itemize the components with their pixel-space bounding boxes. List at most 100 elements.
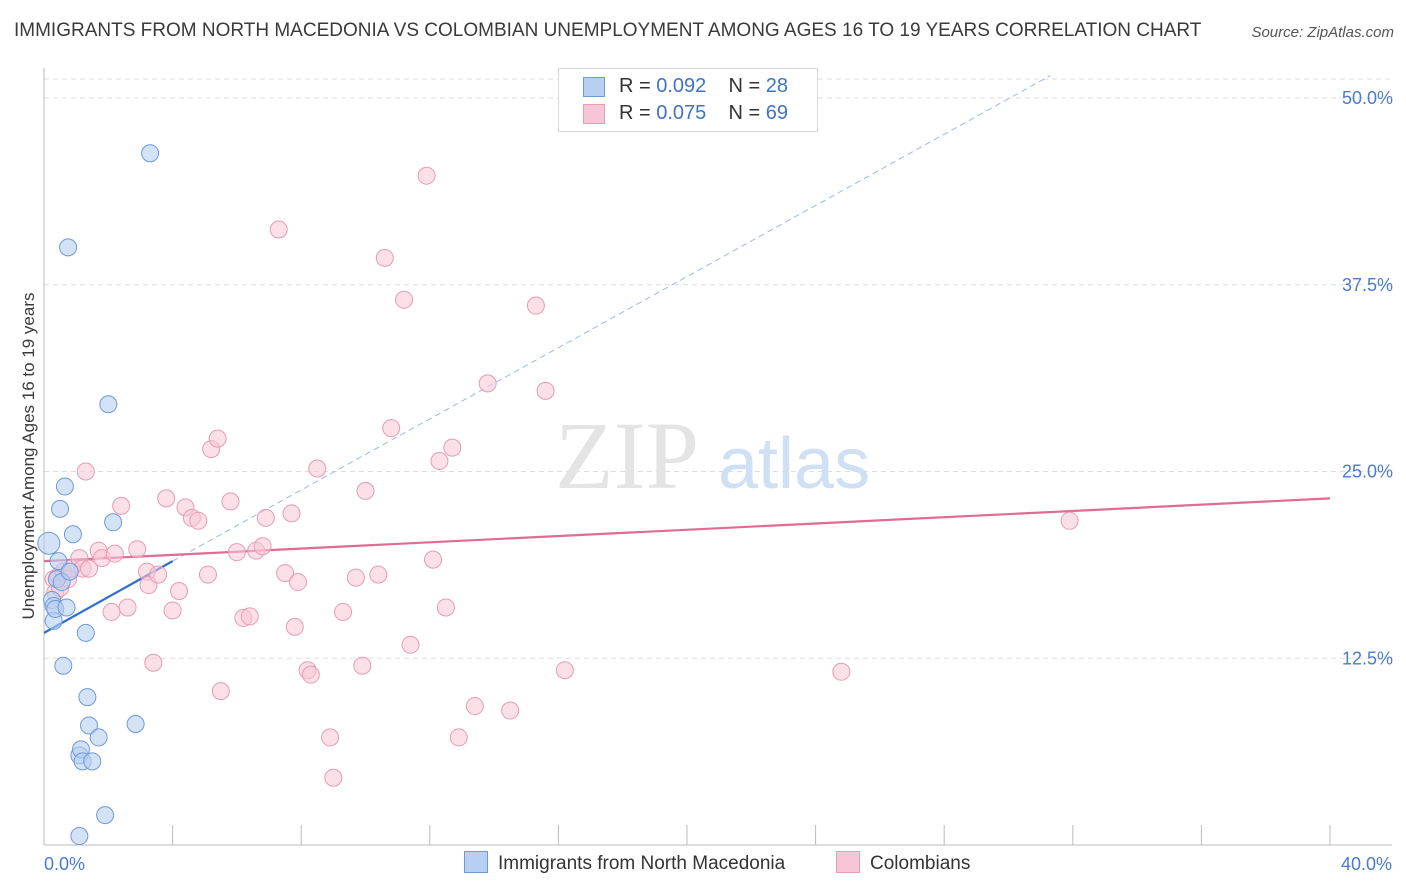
point-colombians <box>149 565 168 584</box>
point-colombians <box>256 508 275 527</box>
point-north-macedonia <box>80 716 99 735</box>
point-colombians <box>443 438 462 457</box>
point-north-macedonia <box>57 598 76 617</box>
trend-extension-north-macedonia <box>172 75 1051 562</box>
point-colombians <box>112 496 131 515</box>
point-colombians <box>221 492 240 511</box>
point-colombians <box>353 656 372 675</box>
bottom-legend-swatch-north-macedonia <box>464 851 488 873</box>
bottom-legend-label-north-macedonia: Immigrants from North Macedonia <box>498 853 786 874</box>
point-colombians <box>430 452 449 471</box>
legend-swatch-north-macedonia <box>583 77 605 97</box>
point-colombians <box>163 601 182 620</box>
point-colombians <box>478 374 497 393</box>
point-north-macedonia <box>99 395 118 414</box>
point-colombians <box>301 665 320 684</box>
y-tick-label: 50.0% <box>1342 88 1393 108</box>
point-colombians <box>333 602 352 621</box>
correlation-legend: R = 0.092 N = 28 R = 0.075 N = 69 <box>558 68 818 132</box>
legend-n-value-north-macedonia: 28 <box>765 75 789 97</box>
legend-swatch-colombians <box>583 104 605 124</box>
legend-n-value-colombians: 69 <box>765 102 789 124</box>
point-colombians <box>526 296 545 315</box>
tick-labels: 12.5% 25.0% 37.5% 50.0% 0.0% 40.0% <box>44 88 1393 874</box>
legend-row-north-macedonia: R = 0.092 N = 28 <box>583 75 789 98</box>
legend-r-value-colombians: 0.075 <box>656 102 707 124</box>
bottom-legend-north-macedonia: Immigrants from North Macedonia <box>464 851 785 875</box>
point-colombians <box>436 598 455 617</box>
series-colombians <box>44 166 1079 787</box>
axes <box>43 68 1392 846</box>
point-colombians <box>198 565 217 584</box>
point-north-macedonia <box>59 238 78 257</box>
point-colombians <box>324 768 343 787</box>
point-colombians <box>285 617 304 636</box>
point-colombians <box>240 607 259 626</box>
point-north-macedonia <box>49 552 68 571</box>
point-north-macedonia <box>96 806 115 825</box>
point-north-macedonia <box>126 714 145 733</box>
point-north-macedonia <box>51 499 70 518</box>
point-north-macedonia <box>55 477 74 496</box>
y-tick-label: 12.5% <box>1342 648 1393 668</box>
point-colombians <box>536 381 555 400</box>
y-tick-label: 25.0% <box>1342 462 1393 482</box>
point-north-macedonia <box>54 656 73 675</box>
point-colombians <box>417 166 436 185</box>
point-colombians <box>401 635 420 654</box>
bottom-legend-colombians: Colombians <box>836 851 970 875</box>
point-colombians <box>424 550 443 569</box>
point-colombians <box>369 565 388 584</box>
point-colombians <box>375 248 394 267</box>
point-colombians <box>282 504 301 523</box>
point-colombians <box>346 568 365 587</box>
legend-r-label: R = <box>619 75 651 97</box>
point-north-macedonia <box>37 531 61 555</box>
y-axis-label: Unemployment Among Ages 16 to 19 years <box>19 293 38 620</box>
point-colombians <box>501 701 520 720</box>
point-colombians <box>465 697 484 716</box>
point-colombians <box>80 559 99 578</box>
point-colombians <box>170 582 189 601</box>
point-colombians <box>211 682 230 701</box>
legend-r-label: R = <box>619 102 651 124</box>
point-colombians <box>128 540 147 559</box>
x-tick-label: 0.0% <box>44 854 85 874</box>
point-colombians <box>395 290 414 309</box>
point-north-macedonia <box>89 728 108 747</box>
point-colombians <box>356 481 375 500</box>
grid-lines <box>44 78 1392 659</box>
chart-title: IMMIGRANTS FROM NORTH MACEDONIA VS COLOM… <box>14 20 1202 41</box>
point-colombians <box>227 543 246 562</box>
watermark-zip: ZIP <box>555 402 699 509</box>
series-north-macedonia <box>37 144 160 846</box>
bottom-legend-swatch-colombians <box>836 851 860 873</box>
point-colombians <box>1060 511 1079 530</box>
legend-n-label: N = <box>728 102 761 124</box>
point-colombians <box>76 462 95 481</box>
point-colombians <box>157 489 176 508</box>
point-north-macedonia <box>104 513 123 532</box>
point-colombians <box>253 537 272 556</box>
point-colombians <box>308 459 327 478</box>
y-tick-label: 37.5% <box>1342 275 1393 295</box>
point-north-macedonia <box>78 688 97 707</box>
point-colombians <box>144 653 163 672</box>
point-north-macedonia <box>83 752 102 771</box>
point-north-macedonia <box>76 623 95 642</box>
point-colombians <box>382 419 401 438</box>
legend-n-label: N = <box>728 75 761 97</box>
point-colombians <box>288 573 307 592</box>
point-colombians <box>105 544 124 563</box>
point-colombians <box>269 220 288 239</box>
point-colombians <box>449 728 468 747</box>
x-tick-label: 40.0% <box>1341 854 1392 874</box>
point-colombians <box>832 662 851 681</box>
point-colombians <box>118 598 137 617</box>
point-north-macedonia <box>60 562 79 581</box>
point-colombians <box>276 564 295 583</box>
legend-r-value-north-macedonia: 0.092 <box>656 75 707 97</box>
point-colombians <box>555 661 574 680</box>
watermark-atlas: atlas <box>718 424 870 504</box>
